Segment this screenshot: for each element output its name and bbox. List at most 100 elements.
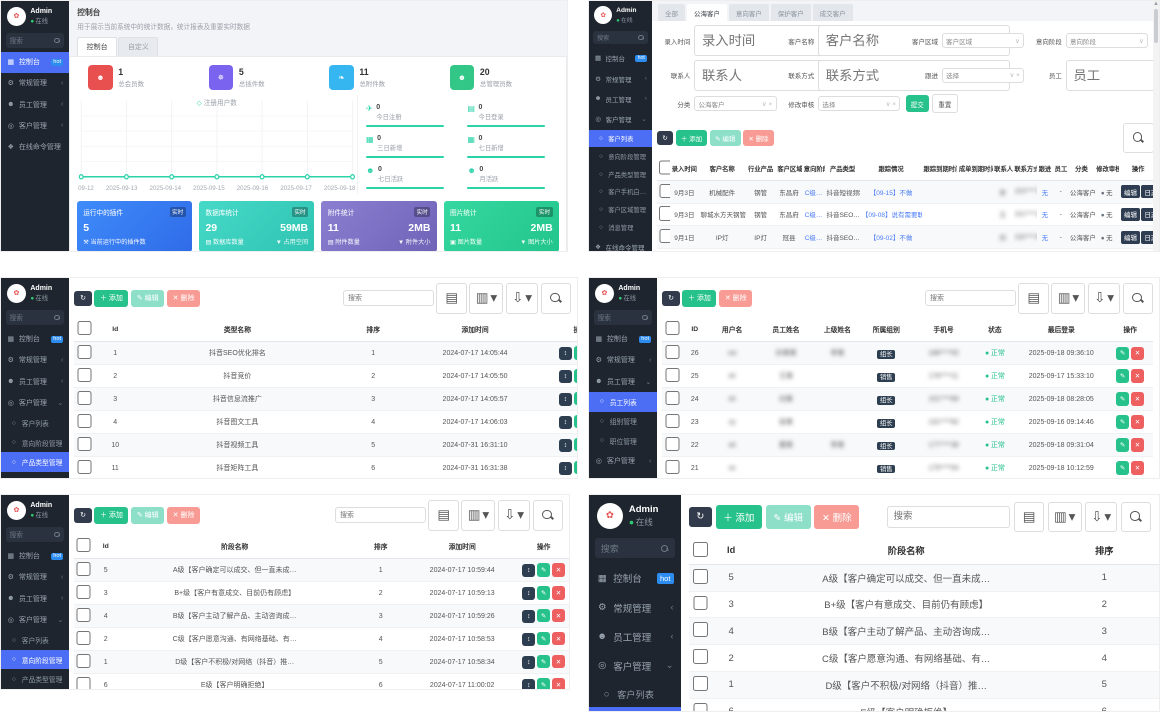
row-edit-button[interactable]: ✎: [537, 678, 551, 689]
row-checkbox[interactable]: [693, 595, 709, 611]
row-delete-button[interactable]: ✕: [551, 609, 566, 623]
delete-button[interactable]: ✕ 删除: [719, 289, 753, 307]
row-edit-button[interactable]: ✎: [1116, 346, 1130, 360]
refresh-button[interactable]: ↻: [688, 506, 712, 528]
search-toggle-button[interactable]: [540, 282, 572, 314]
row-checkbox[interactable]: [693, 568, 709, 584]
tab-意向客户[interactable]: 意向客户: [728, 4, 769, 21]
row-checkbox[interactable]: [77, 390, 92, 406]
sidebar-item-常规管理[interactable]: ⚙ 常规管理 ‹: [1, 73, 69, 94]
row-checkbox[interactable]: [658, 183, 670, 199]
sidebar-item-客户管理[interactable]: ◎ 客户管理 ⌄: [1, 609, 69, 630]
fixed-columns-button[interactable]: ▤: [428, 499, 459, 531]
sidebar-item-控制台[interactable]: ▦ 控制台 hot: [589, 48, 652, 68]
sidebar-subitem-客户手机白名单管理[interactable]: ○客户手机白名单管理: [589, 183, 652, 201]
link-text[interactable]: C级…: [804, 235, 823, 243]
scroll-up-arrow[interactable]: ▲: [1153, 1, 1159, 7]
sidebar-item-常规管理[interactable]: ⚙ 常规管理 ‹: [1, 567, 69, 588]
row-delete-button[interactable]: ✕: [551, 678, 566, 689]
row-delete-button[interactable]: ✕: [1130, 346, 1145, 360]
sidebar-item-控制台[interactable]: ▦ 控制台 hot: [1, 329, 69, 350]
edit-button[interactable]: ✎ 编辑: [765, 505, 811, 529]
select-all-checkbox[interactable]: [658, 159, 670, 175]
sidebar-search-input[interactable]: 搜索: [595, 538, 675, 559]
sidebar-subitem-客户列表[interactable]: ○ 客户列表: [1, 413, 69, 433]
sidebar-subitem-客户手机白名单管理[interactable]: ○客户手机白名单管理: [1, 472, 69, 478]
row-checkbox[interactable]: [76, 607, 91, 623]
row-delete-button[interactable]: ✕: [551, 586, 566, 600]
row-edit-button[interactable]: ✎: [537, 609, 551, 623]
sidebar-item-常规管理[interactable]: ⚙ 常规管理 ‹: [589, 350, 657, 371]
row-delete-button[interactable]: ✕: [1130, 415, 1145, 429]
row-edit-button[interactable]: ✎: [537, 563, 551, 577]
row-edit-button[interactable]: ✎: [573, 392, 577, 406]
row-edit-button[interactable]: ✎: [1116, 415, 1130, 429]
row-delete-button[interactable]: ✕: [1130, 392, 1145, 406]
row-move-button[interactable]: ↕: [558, 392, 573, 406]
row-checkbox[interactable]: [693, 675, 709, 691]
select-all-checkbox[interactable]: [693, 542, 709, 557]
tab-自定义[interactable]: 自定义: [118, 36, 159, 56]
columns-toggle-button[interactable]: ▥ ▾: [1047, 501, 1082, 533]
search-toggle-button[interactable]: [1122, 282, 1154, 314]
sidebar-item-客户管理[interactable]: ◎ 客户管理 ‹: [1, 115, 69, 136]
row-checkbox[interactable]: [77, 436, 92, 452]
tab-保护客户[interactable]: 保护客户: [770, 4, 811, 21]
refresh-button[interactable]: ↻: [662, 290, 680, 306]
row-delete-button[interactable]: ✕: [551, 655, 566, 669]
link-text[interactable]: 无: [1041, 189, 1049, 197]
row-move-button[interactable]: ↕: [522, 563, 536, 578]
sidebar-search-input[interactable]: 搜索: [5, 310, 65, 325]
add-button[interactable]: ＋ 添加: [94, 506, 129, 524]
sidebar-subitem-员工列表[interactable]: ○ 员工列表: [589, 392, 657, 412]
search-toggle-button[interactable]: [1123, 122, 1154, 154]
select-all-checkbox[interactable]: [665, 320, 680, 336]
tab-公海客户[interactable]: 公海客户: [686, 4, 728, 21]
delete-button[interactable]: ✕ 删除: [167, 289, 201, 307]
row-checkbox[interactable]: [77, 344, 92, 360]
add-button[interactable]: ＋ 添加: [715, 505, 763, 529]
sidebar-search-input[interactable]: 搜索: [593, 30, 648, 45]
tab-控制台[interactable]: 控制台: [77, 36, 118, 56]
row-checkbox[interactable]: [665, 344, 680, 360]
sidebar-item-在线命令管理[interactable]: ❖ 在线命令管理: [1, 136, 69, 157]
row-move-button[interactable]: ↕: [558, 369, 573, 384]
row-move-button[interactable]: ↕: [522, 586, 536, 601]
sidebar-search-input[interactable]: 搜索: [5, 33, 65, 48]
sidebar-subitem-客户列表[interactable]: ○ 客户列表: [1, 630, 69, 650]
link-text[interactable]: C级…: [804, 212, 823, 220]
link-text[interactable]: C级…: [804, 189, 823, 197]
sidebar-subitem-产品类型管理[interactable]: ○ 产品类型管理: [589, 165, 652, 183]
sidebar-subitem-意向阶段管理[interactable]: ○意向阶段管理: [1, 433, 69, 453]
select-all-checkbox[interactable]: [77, 320, 92, 336]
sidebar-subitem-意向阶段管理[interactable]: ○意向阶段管理: [589, 707, 682, 711]
sidebar-item-常规管理[interactable]: ⚙ 常规管理 ‹: [1, 350, 69, 371]
edit-button[interactable]: ✎ 编辑: [131, 289, 165, 307]
sidebar-item-客户管理[interactable]: ◎ 客户管理 ⌄: [589, 109, 652, 129]
reset-button[interactable]: 重置: [932, 94, 958, 113]
sidebar-item-员工管理[interactable]: ☻ 员工管理 ‹: [1, 588, 69, 609]
filter-input-员工[interactable]: [1065, 59, 1159, 91]
row-delete-button[interactable]: ✕: [1130, 461, 1145, 475]
sidebar-subitem-产品类型管理[interactable]: ○ 产品类型管理: [1, 452, 69, 472]
row-edit-button[interactable]: ✎: [573, 438, 577, 452]
refresh-button[interactable]: ↻: [74, 290, 92, 306]
row-move-button[interactable]: ↕: [558, 415, 573, 429]
row-edit-button[interactable]: ✎: [573, 346, 577, 360]
row-checkbox[interactable]: [665, 390, 680, 406]
refresh-button[interactable]: ↻: [74, 507, 92, 523]
sidebar-item-员工管理[interactable]: ☻ 员工管理 ‹: [589, 89, 652, 109]
columns-toggle-button[interactable]: ▥ ▾: [461, 499, 496, 531]
row-move-button[interactable]: ↕: [558, 438, 573, 452]
link-text[interactable]: 【09-02】不做: [869, 235, 913, 243]
sidebar-subitem-消息管理[interactable]: ○ 消息管理: [589, 219, 652, 237]
sidebar-item-控制台[interactable]: ▦ 控制台 hot: [589, 564, 681, 593]
row-checkbox[interactable]: [77, 367, 92, 383]
sidebar-item-客户管理[interactable]: ◎ 客户管理 ⌄: [1, 392, 69, 413]
row-move-button[interactable]: ↕: [522, 655, 536, 669]
sidebar-search-input[interactable]: 搜索: [5, 527, 65, 542]
row-edit-button[interactable]: 编辑: [1121, 230, 1140, 244]
sidebar-item-员工管理[interactable]: ☻ 员工管理 ⌄: [589, 371, 657, 392]
row-edit-button[interactable]: ✎: [1116, 392, 1130, 406]
link-text[interactable]: 无: [1041, 235, 1049, 243]
